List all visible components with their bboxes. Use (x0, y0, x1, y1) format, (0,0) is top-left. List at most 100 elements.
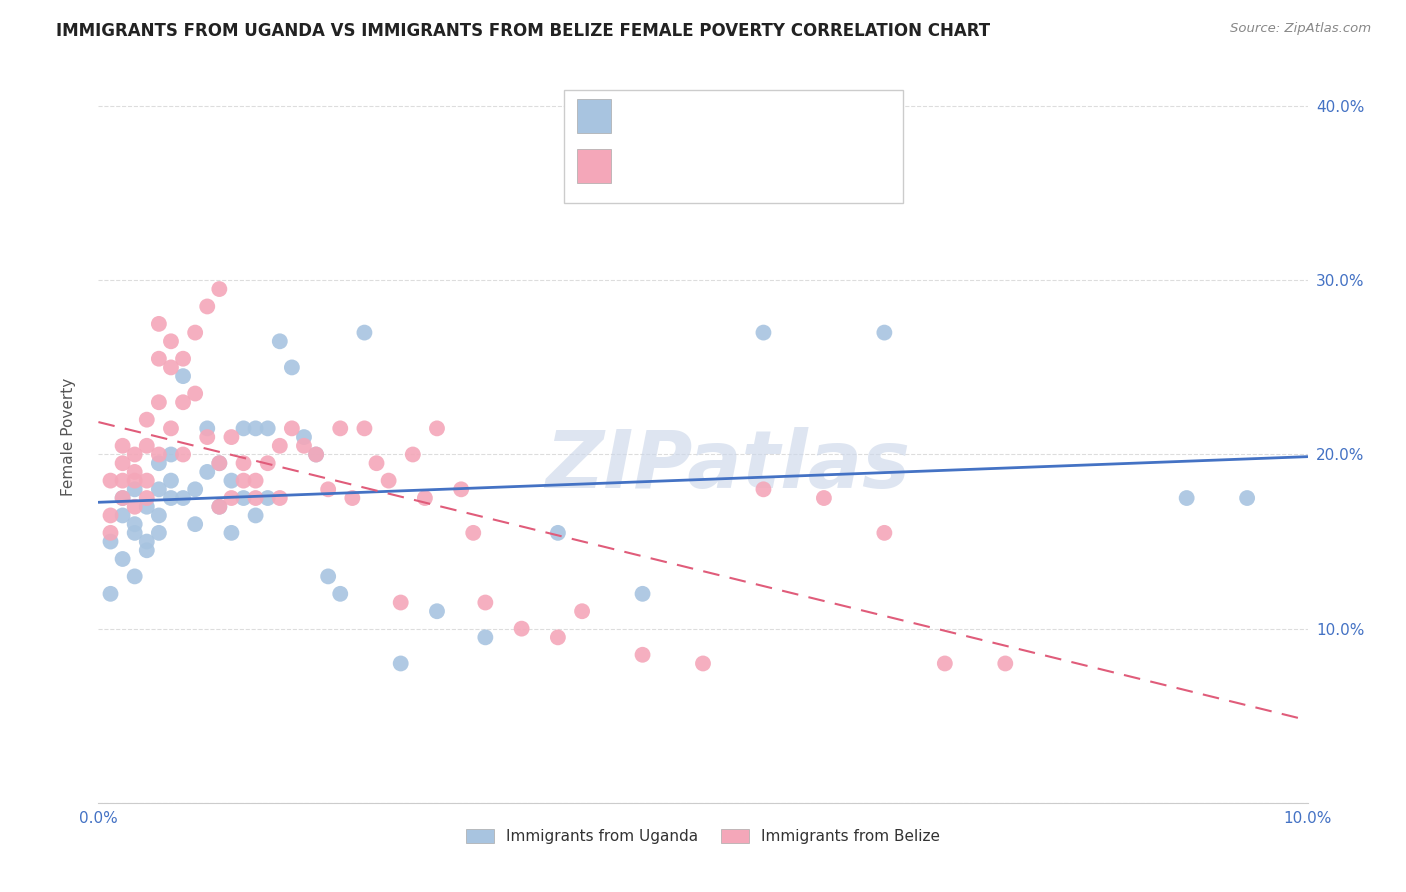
Point (245, 421, 267, 435)
Y-axis label: Female Poverty: Female Poverty (62, 378, 76, 496)
Point (135, 474, 157, 488)
Point (256, 491, 278, 505)
Point (873, 525, 896, 540)
Point (172, 491, 194, 505)
Point (463, 525, 485, 540)
Point (221, 474, 243, 488)
Point (172, 369, 194, 384)
Point (316, 483, 339, 497)
Point (245, 474, 267, 488)
Point (111, 508, 134, 523)
Point (148, 483, 170, 497)
Point (124, 500, 146, 514)
Point (135, 543, 157, 558)
Point (281, 360, 304, 375)
Point (124, 569, 146, 583)
Point (124, 465, 146, 479)
Point (172, 395, 194, 409)
Point (148, 448, 170, 462)
Point (124, 483, 146, 497)
Point (111, 456, 134, 470)
Point (135, 534, 157, 549)
Point (474, 595, 496, 609)
Point (256, 421, 278, 435)
Point (305, 448, 328, 462)
Point (111, 439, 134, 453)
Point (195, 421, 218, 435)
Point (208, 282, 231, 296)
Point (631, 648, 654, 662)
Point (148, 317, 170, 331)
Point (172, 351, 194, 366)
Point (135, 491, 157, 505)
Point (631, 587, 654, 601)
Point (269, 491, 291, 505)
Point (184, 386, 207, 401)
Point (232, 456, 254, 470)
Point (135, 412, 157, 426)
Point (571, 604, 593, 618)
Point (426, 604, 449, 618)
Point (100, 534, 122, 549)
Point (413, 491, 436, 505)
Point (934, 657, 956, 671)
Point (389, 595, 412, 609)
Point (111, 491, 134, 505)
Point (305, 448, 328, 462)
Point (474, 631, 496, 645)
Point (160, 474, 183, 488)
Point (111, 552, 134, 566)
Point (232, 421, 254, 435)
Point (692, 657, 714, 671)
Point (342, 491, 364, 505)
Point (195, 300, 218, 314)
Text: ZIPatlas: ZIPatlas (544, 427, 910, 506)
Point (208, 500, 231, 514)
Point (208, 500, 231, 514)
Point (269, 439, 291, 453)
Point (100, 525, 122, 540)
Point (160, 334, 183, 349)
Point (124, 474, 146, 488)
Point (389, 657, 412, 671)
Point (160, 448, 183, 462)
Point (124, 448, 146, 462)
Point (208, 456, 231, 470)
Point (124, 525, 146, 540)
Point (160, 491, 183, 505)
Point (111, 491, 134, 505)
Point (100, 474, 122, 488)
Point (172, 448, 194, 462)
Point (148, 351, 170, 366)
Point (329, 421, 352, 435)
Point (994, 657, 1017, 671)
Point (752, 483, 775, 497)
Point (100, 587, 122, 601)
Point (232, 491, 254, 505)
Point (100, 508, 122, 523)
Point (111, 474, 134, 488)
Point (281, 421, 304, 435)
Point (221, 430, 243, 444)
Point (184, 326, 207, 340)
Point (426, 421, 449, 435)
Point (184, 517, 207, 532)
Point (160, 360, 183, 375)
Point (1236, 491, 1258, 505)
Point (184, 483, 207, 497)
Point (353, 326, 375, 340)
Point (245, 491, 267, 505)
Point (148, 525, 170, 540)
Point (221, 491, 243, 505)
Point (195, 430, 218, 444)
Point (292, 439, 315, 453)
Point (316, 569, 339, 583)
Point (208, 456, 231, 470)
Point (135, 500, 157, 514)
Point (195, 465, 218, 479)
Point (547, 525, 569, 540)
Point (366, 456, 388, 470)
Point (245, 508, 267, 523)
Point (135, 439, 157, 453)
Point (1175, 491, 1198, 505)
